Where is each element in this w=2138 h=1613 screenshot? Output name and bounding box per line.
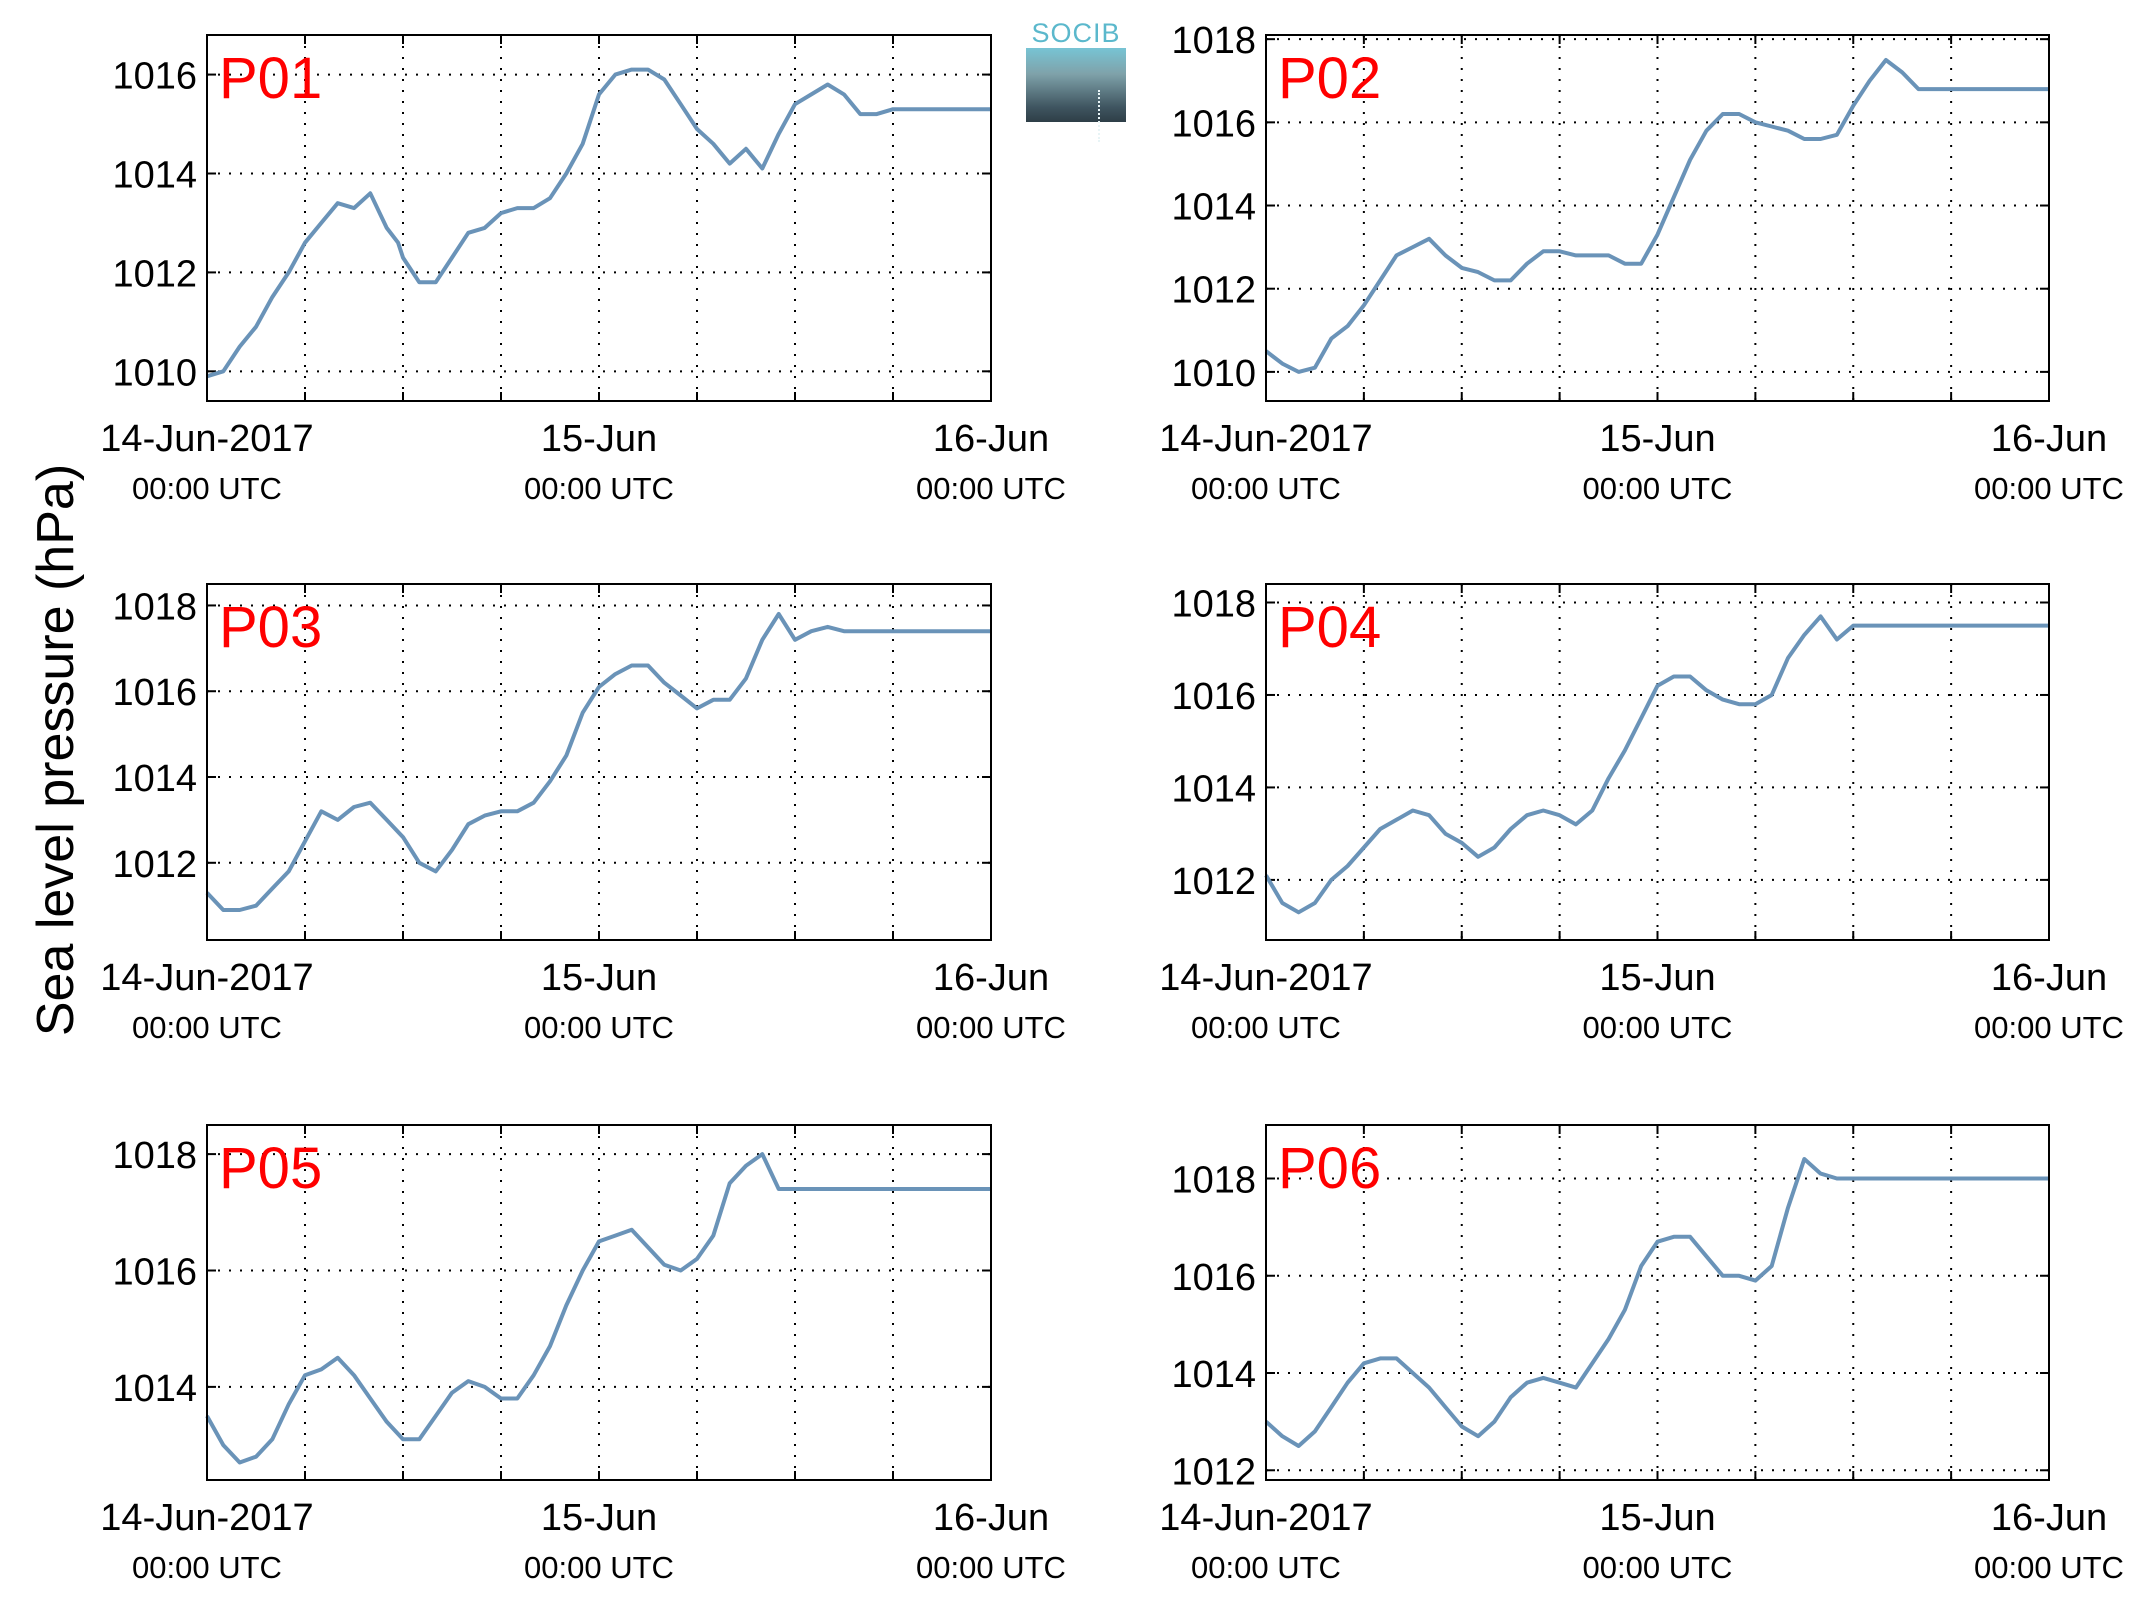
panel-p03: 1012 1014 1016 1018 14-Jun-2017 00:00 UTC 15-J… [100,583,1066,1045]
axes-frame [1265,1124,2050,1481]
x-tick-label: 15-Jun [1599,1497,1715,1539]
x-tick-label: 16-Jun [933,418,1049,460]
x-tick-sublabel: 00:00 UTC [916,1550,1066,1585]
x-tick-label: 15-Jun [541,957,657,999]
x-tick-sublabel: 00:00 UTC [1191,471,1341,506]
y-tick-label: 1018 [112,586,197,628]
y-tick-label: 1010 [1171,353,1256,395]
x-tick-label: 14-Jun-2017 [100,418,313,460]
x-tick-label: 14-Jun-2017 [100,957,313,999]
data-line [1264,1157,2049,1448]
panel-p04: 1012 1014 1016 1018 14-Jun-2017 00:00 UTC 15-J… [1159,583,2124,1045]
logo-graphic [1026,48,1126,142]
panel-label: P05 [219,1136,322,1201]
y-tick-label: 1014 [1171,768,1256,810]
data-line [205,1152,991,1465]
x-tick-label: 16-Jun [933,1497,1049,1539]
x-tick-sublabel: 00:00 UTC [132,1550,282,1585]
x-tick-sublabel: 00:00 UTC [916,1010,1066,1045]
y-tick-label: 1018 [1171,583,1256,625]
x-tick-sublabel: 00:00 UTC [524,1550,674,1585]
y-tick-label: 1014 [1171,187,1256,229]
y-tick-label: 1016 [1171,1257,1256,1299]
panel-p05: 1014 1016 1018 14-Jun-2017 00:00 UTC 15-Jun 00… [100,1124,1066,1585]
data-line [1264,58,2049,374]
x-tick-sublabel: 00:00 UTC [132,471,282,506]
x-tick-label: 16-Jun [1991,957,2107,999]
y-tick-label: 1016 [1171,103,1256,145]
panel-label: P04 [1278,595,1381,660]
data-line [1264,614,2049,915]
x-tick-label: 14-Jun-2017 [1159,957,1372,999]
x-tick-sublabel: 00:00 UTC [1583,1010,1733,1045]
socib-logo: SOCIB [1026,18,1126,142]
x-tick-label: 16-Jun [933,957,1049,999]
x-tick-sublabel: 00:00 UTC [1583,471,1733,506]
x-tick-label: 15-Jun [541,418,657,460]
panel-label: P03 [219,595,322,660]
y-tick-label: 1014 [1171,1354,1256,1396]
x-tick-label: 15-Jun [541,1497,657,1539]
x-tick-label: 14-Jun-2017 [100,1497,313,1539]
global-y-axis-label: Sea level pressure (hPa) [27,463,85,1037]
data-line [205,612,991,912]
axes-frame [206,583,992,941]
y-tick-label: 1012 [1171,861,1256,903]
axes-frame [206,34,992,402]
panel-label: P02 [1278,46,1381,111]
y-tick-label: 1016 [112,672,197,714]
x-tick-label: 16-Jun [1991,418,2107,460]
x-tick-sublabel: 00:00 UTC [524,471,674,506]
data-line [206,67,991,379]
x-tick-sublabel: 00:00 UTC [524,1010,674,1045]
x-tick-label: 15-Jun [1599,418,1715,460]
y-tick-label: 1014 [112,1368,197,1410]
axes-frame [206,1124,992,1481]
y-tick-label: 1016 [112,56,197,98]
x-tick-label: 14-Jun-2017 [1159,1497,1372,1539]
panel-p01: 1010 1012 1014 1016 14-Jun-2017 00:00 UTC 15-J… [100,34,1066,506]
x-tick-sublabel: 00:00 UTC [132,1010,282,1045]
panel-label: P01 [219,46,322,111]
x-tick-sublabel: 00:00 UTC [916,471,1066,506]
y-tick-label: 1018 [112,1135,197,1177]
y-tick-label: 1012 [1171,270,1256,312]
y-tick-label: 1016 [112,1251,197,1293]
y-tick-label: 1012 [112,844,197,886]
y-tick-label: 1018 [1171,20,1256,62]
y-tick-label: 1012 [112,253,197,295]
x-tick-label: 15-Jun [1599,957,1715,999]
y-tick-label: 1012 [1171,1451,1256,1493]
x-tick-sublabel: 00:00 UTC [1191,1550,1341,1585]
x-tick-label: 16-Jun [1991,1497,2107,1539]
x-tick-sublabel: 00:00 UTC [1583,1550,1733,1585]
panel-label: P06 [1278,1136,1381,1201]
logo-text: SOCIB [1031,18,1121,48]
axes-frame [1265,583,2050,941]
x-tick-sublabel: 00:00 UTC [1974,1010,2124,1045]
y-tick-label: 1014 [112,154,197,196]
x-tick-label: 14-Jun-2017 [1159,418,1372,460]
y-tick-label: 1010 [112,352,197,394]
y-tick-label: 1014 [112,758,197,800]
x-tick-sublabel: 00:00 UTC [1974,1550,2124,1585]
x-tick-sublabel: 00:00 UTC [1191,1010,1341,1045]
x-tick-sublabel: 00:00 UTC [1974,471,2124,506]
panel-p06: 1012 1014 1016 1018 14-Jun-2017 00:00 UTC 15-J… [1159,1124,2124,1585]
y-tick-label: 1016 [1171,676,1256,718]
axes-frame [1265,34,2050,402]
panel-p02: 1010 1012 1014 1016 1018 14-Jun-2017 00:00 UTC… [1159,20,2124,506]
y-tick-label: 1018 [1171,1159,1256,1201]
